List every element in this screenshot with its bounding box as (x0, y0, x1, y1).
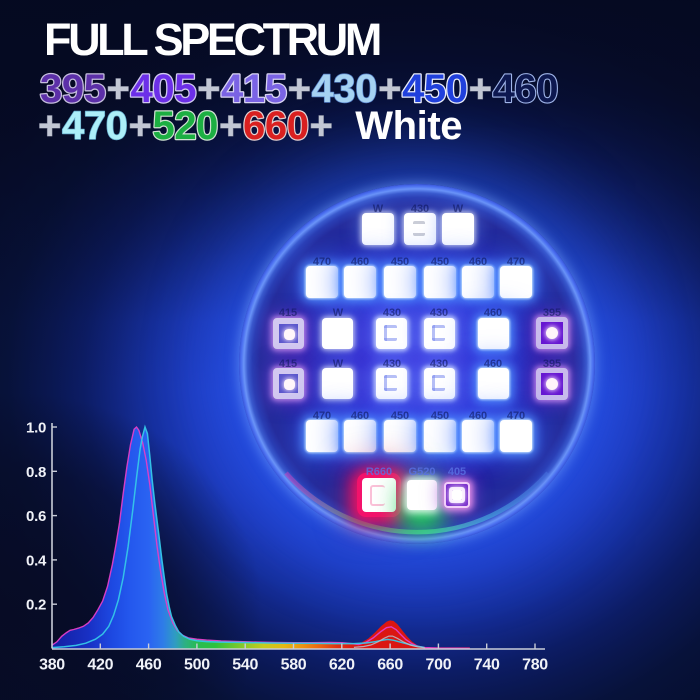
svg-text:0.6: 0.6 (26, 508, 46, 525)
svg-text:0.4: 0.4 (26, 552, 47, 569)
svg-text:395+405+415+430+450+460: 395+405+415+430+450+460 (40, 67, 558, 111)
svg-text:620: 620 (329, 657, 355, 674)
svg-text:+470+520+660+ White: +470+520+660+ White (38, 104, 462, 148)
svg-text:740: 740 (474, 657, 500, 674)
svg-text:580: 580 (281, 657, 307, 674)
svg-text:780: 780 (522, 657, 548, 674)
svg-text:380: 380 (39, 657, 65, 674)
svg-text:700: 700 (426, 657, 452, 674)
svg-text:0.8: 0.8 (26, 464, 46, 481)
svg-text:460: 460 (136, 657, 162, 674)
svg-text:540: 540 (232, 657, 258, 674)
svg-text:0.2: 0.2 (26, 597, 46, 614)
svg-text:420: 420 (87, 657, 113, 674)
svg-text:500: 500 (184, 657, 210, 674)
svg-text:1.0: 1.0 (26, 420, 46, 437)
svg-text:FULL SPECTRUM: FULL SPECTRUM (44, 14, 380, 65)
svg-text:660: 660 (377, 657, 403, 674)
